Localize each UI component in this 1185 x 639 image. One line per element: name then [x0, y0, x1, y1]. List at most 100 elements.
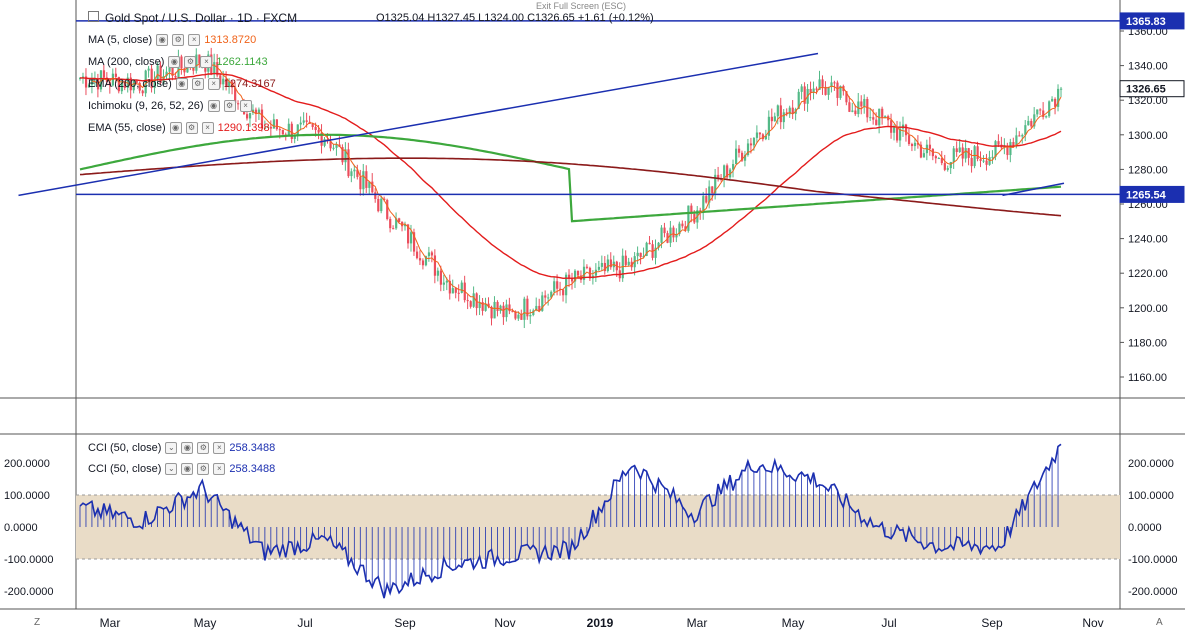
chevron-down-icon[interactable]: ⌄ [165, 463, 178, 475]
candle-body [937, 158, 940, 160]
cci-tick-right: 0.0000 [1128, 522, 1162, 534]
candle-body [1012, 142, 1015, 147]
timezone-icon[interactable]: Z [34, 617, 41, 628]
eye-icon[interactable]: ◉ [156, 34, 169, 46]
candle-body [928, 144, 932, 149]
cci-legend-row[interactable]: CCI (50, close) ⌄ ◉ ⚙ × 258.3488 [88, 463, 275, 475]
close-icon[interactable]: × [213, 463, 226, 475]
trendline[interactable] [1002, 182, 1065, 197]
candle-body [368, 181, 371, 188]
collapse-icon[interactable] [88, 11, 99, 22]
indicator-legend-row[interactable]: MA (5, close) ◉ ⚙ × 1313.8720 [88, 34, 256, 46]
close-icon[interactable]: × [207, 78, 220, 90]
gear-icon[interactable]: ⚙ [223, 100, 236, 112]
candle-body [982, 160, 985, 162]
candle-body [84, 76, 88, 88]
price-pane[interactable] [76, 0, 1120, 398]
cci-name: CCI (50, close) [88, 442, 162, 454]
candle-body [657, 242, 660, 248]
eye-icon[interactable]: ◉ [169, 122, 182, 134]
eye-icon[interactable]: ◉ [181, 463, 194, 475]
price-tick-label: 1220.00 [1128, 268, 1168, 280]
candle-body [377, 198, 380, 212]
candle-body [767, 116, 770, 136]
eye-icon[interactable]: ◉ [181, 442, 194, 454]
time-tick-label: May [194, 616, 217, 630]
candle-body [1045, 116, 1048, 118]
candle-body [409, 232, 413, 244]
gear-icon[interactable]: ⚙ [197, 442, 210, 454]
candle-body [735, 148, 738, 165]
candle-body [946, 168, 949, 170]
time-tick-label: 2019 [587, 616, 614, 630]
candle-body [445, 280, 448, 283]
candle-body [245, 114, 249, 119]
exit-fullscreen-hint[interactable]: Exit Full Screen (ESC) [536, 1, 627, 11]
candle-body [970, 157, 973, 167]
candle-body [830, 82, 833, 87]
candle-body [860, 101, 863, 107]
price-axis[interactable]: 1360.001340.001320.001300.001280.001260.… [1120, 26, 1168, 384]
cci-legend-row[interactable]: CCI (50, close) ⌄ ◉ ⚙ × 258.3488 [88, 442, 275, 454]
candle-body [296, 124, 299, 137]
close-icon[interactable]: × [201, 122, 214, 134]
gear-icon[interactable]: ⚙ [197, 463, 210, 475]
eye-icon[interactable]: ◉ [175, 78, 188, 90]
candle-body [1018, 135, 1021, 137]
auto-scale-icon[interactable]: A [1156, 617, 1163, 628]
gear-icon[interactable]: ⚙ [185, 122, 198, 134]
gear-icon[interactable]: ⚙ [191, 78, 204, 90]
candle-body [481, 302, 484, 311]
candle-body [600, 262, 604, 267]
candle-body [568, 274, 571, 279]
indicator-legend-row[interactable]: MA (200, close) ◉ ⚙ × 1262.1143 [88, 56, 268, 68]
ema200-line [79, 157, 1062, 217]
time-axis[interactable]: Mar May Jul Sep Nov 2019 Mar May Jul Sep Nov [100, 616, 1104, 630]
candle-body [699, 210, 702, 212]
candle-body [672, 227, 675, 238]
gear-icon[interactable]: ⚙ [172, 34, 185, 46]
candle-body [663, 227, 666, 234]
levels[interactable]: 1365.83 1326.65 1265.54 [18, 12, 1185, 203]
close-icon[interactable]: × [188, 34, 201, 46]
indicator-legend-row[interactable]: EMA (55, close) ◉ ⚙ × 1290.1398 [88, 122, 270, 134]
eye-icon[interactable]: ◉ [207, 100, 220, 112]
close-icon[interactable]: × [213, 442, 226, 454]
indicator-name: MA (200, close) [88, 56, 165, 68]
candle-body [1054, 98, 1057, 107]
trendline[interactable] [18, 52, 819, 197]
price-tick-label: 1320.00 [1128, 95, 1168, 107]
cci-tick-right: 100.0000 [1128, 490, 1174, 502]
candle-body [237, 103, 240, 105]
indicator-legend-row[interactable]: EMA (200, close) ◉ ⚙ × 1274.3167 [88, 78, 276, 90]
candle-body [785, 112, 788, 115]
close-icon[interactable]: × [239, 100, 252, 112]
indicator-legend-row[interactable]: Ichimoku (9, 26, 52, 26) ◉ ⚙ × [88, 100, 256, 112]
candle-body [1006, 146, 1009, 156]
close-icon[interactable]: × [200, 56, 213, 68]
price-tick-label: 1340.00 [1128, 61, 1168, 73]
candle-body [317, 130, 320, 133]
candle-body [287, 123, 290, 136]
candle-body [627, 261, 630, 265]
candle-body [514, 311, 517, 319]
chevron-down-icon[interactable]: ⌄ [165, 442, 178, 454]
gear-icon[interactable]: ⚙ [184, 56, 197, 68]
candle-body [851, 110, 854, 112]
cci-pane[interactable]: 200.0000 200.0000 100.0000 100.0000 0.0000 0.… [4, 443, 1178, 599]
candle-body [290, 123, 293, 139]
candle-body [642, 255, 645, 258]
candle-body [705, 196, 708, 203]
candle-body [454, 288, 457, 293]
indicator-value: 1290.1398 [217, 122, 270, 134]
candle-body [407, 224, 410, 244]
candle-body [487, 303, 490, 307]
candle-body [1030, 120, 1033, 127]
eye-icon[interactable]: ◉ [168, 56, 181, 68]
candle-body [120, 81, 123, 92]
candle-body [496, 301, 499, 312]
candle-body [904, 124, 908, 136]
candle-body [559, 288, 562, 290]
ma5-line [91, 60, 1062, 316]
